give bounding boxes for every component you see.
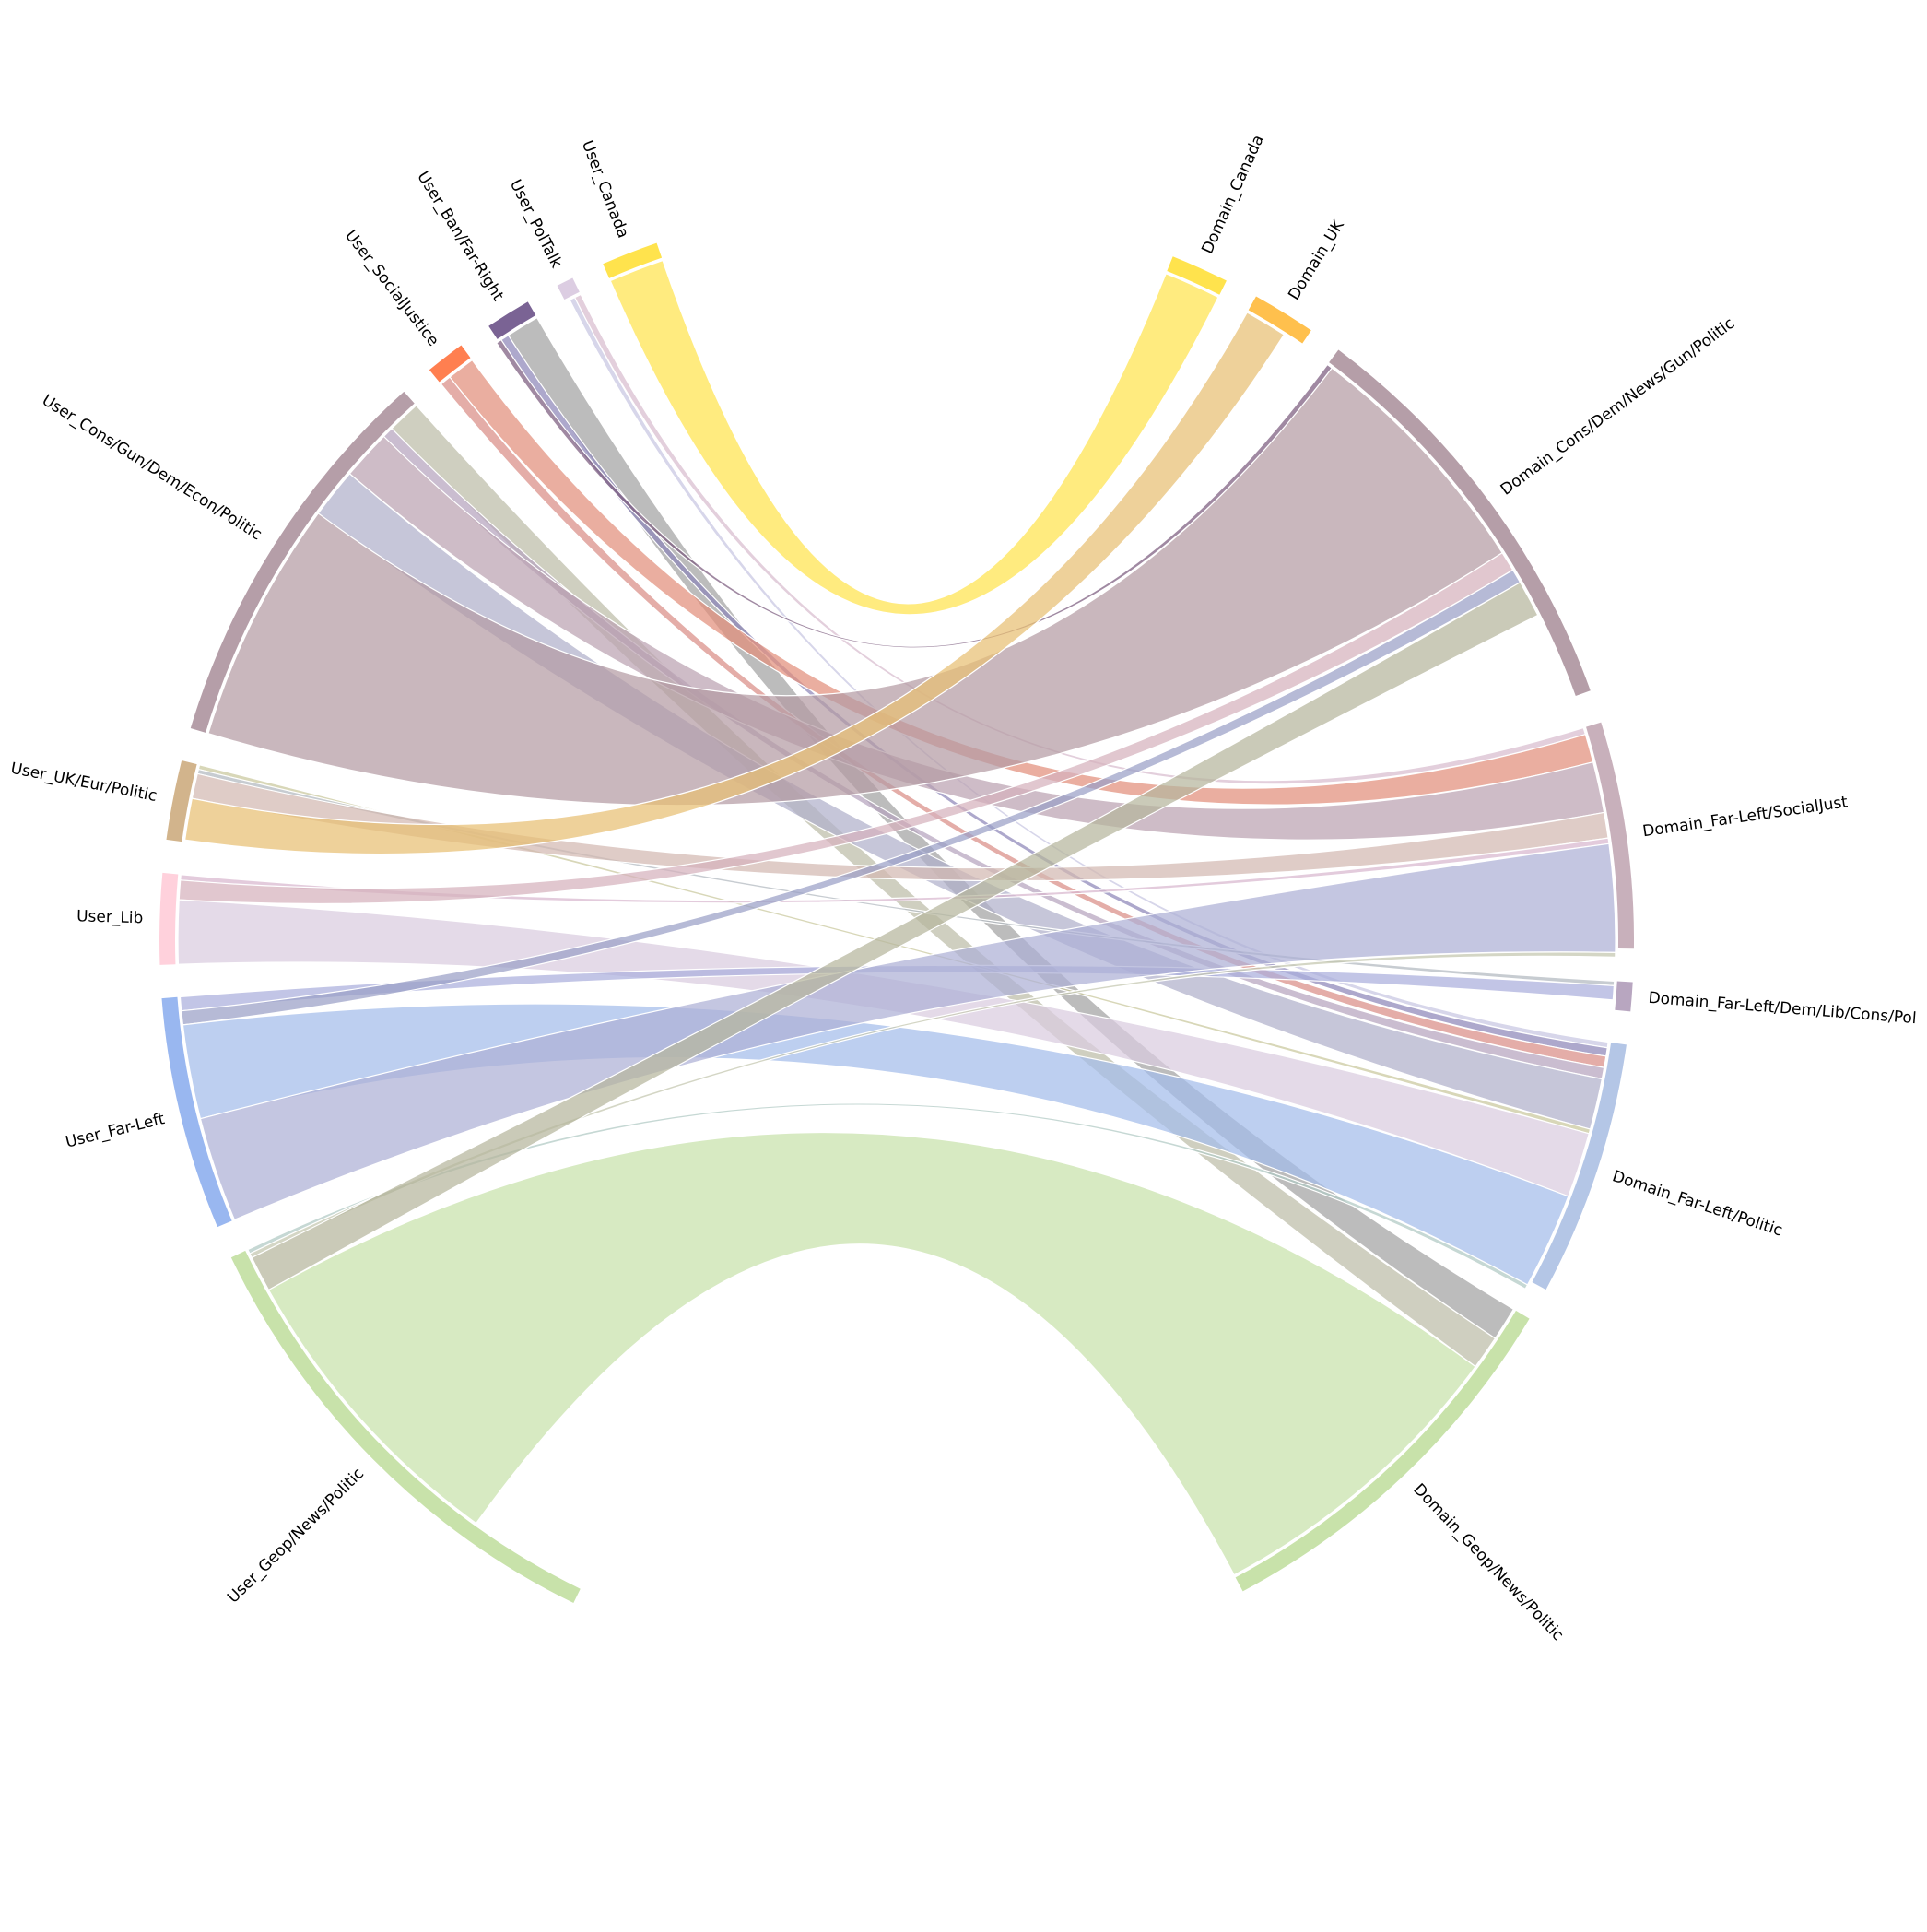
node-arc-user-cons-gun-dem-econ-politic — [190, 391, 415, 733]
node-label-user-canada: User_Canada — [578, 138, 632, 242]
node-arc-user-poltalk — [557, 277, 580, 300]
node-arc-user-lib — [159, 872, 179, 965]
node-arc-domain-far-left-politic — [1532, 1042, 1627, 1290]
node-arc-domain-canada — [1167, 256, 1227, 295]
node-label-user-geop-news-politic: User_Geop/News/Politic — [224, 1465, 368, 1608]
node-arc-user-far-left — [161, 996, 232, 1228]
chord-user-geop-news-politic-to-domain-far-left-politic — [247, 1102, 1529, 1290]
node-label-domain-far-left-socialjust: Domain_Far-Left/SocialJust — [1641, 793, 1849, 841]
node-label-user-uk-eur-politic: User_UK/Eur/Politic — [9, 760, 159, 806]
node-arc-domain-uk — [1248, 296, 1311, 344]
node-arc-domain-far-left-dem-lib-cons-pol — [1615, 981, 1633, 1012]
node-label-user-lib: User_Lib — [76, 907, 144, 927]
chord-user-uk-eur-politic-to-domain-uk — [183, 312, 1286, 855]
node-label-domain-far-left-politic: Domain_Far-Left/Politic — [1610, 1167, 1785, 1240]
node-arc-domain-cons-dem-news-gun-politic — [1329, 349, 1591, 696]
chord-user-far-left-to-domain-far-left-dem-lib-cons-pol — [179, 964, 1616, 1012]
node-label-domain-far-left-dem-lib-cons-pol: Domain_Far-Left/Dem/Lib/Cons/Pol — [1648, 989, 1917, 1028]
node-label-domain-cons-dem-news-gun-politic: Domain_Cons/Dem/News/Gun/Politic — [1498, 314, 1738, 500]
node-arcs — [159, 242, 1634, 1604]
node-label-domain-uk: Domain_UK — [1285, 217, 1348, 304]
node-arc-domain-geop-news-politic — [1235, 1310, 1530, 1592]
node-arc-user-canada — [603, 242, 663, 278]
chord-user-canada-to-domain-canada — [609, 259, 1219, 616]
node-label-user-socialjustice: User_SocialJustice — [341, 227, 442, 350]
chord-ribbons — [177, 259, 1616, 1576]
chord-user-geop-news-politic-to-domain-cons-dem-news-gun-politic — [251, 581, 1539, 1291]
node-arc-domain-far-left-socialjust — [1586, 722, 1634, 949]
node-arc-user-socialjustice — [429, 345, 471, 383]
node-label-domain-geop-news-politic: Domain_Geop/News/Politic — [1409, 1480, 1567, 1644]
node-label-user-poltalk: User_PolTalk — [506, 177, 566, 272]
node-label-user-cons-gun-dem-econ-politic: User_Cons/Gun/Dem/Econ/Politic — [39, 391, 265, 544]
node-label-user-ban-far-right: User_Ban/Far-Right — [413, 169, 507, 305]
node-label-user-far-left: User_Far-Left — [64, 1110, 167, 1152]
node-label-domain-canada: Domain_Canada — [1198, 132, 1267, 256]
chord-user-geop-news-politic-to-domain-geop-news-politic — [267, 1131, 1476, 1576]
node-arc-user-uk-eur-politic — [166, 760, 197, 842]
node-arc-user-ban-far-right — [488, 301, 536, 339]
